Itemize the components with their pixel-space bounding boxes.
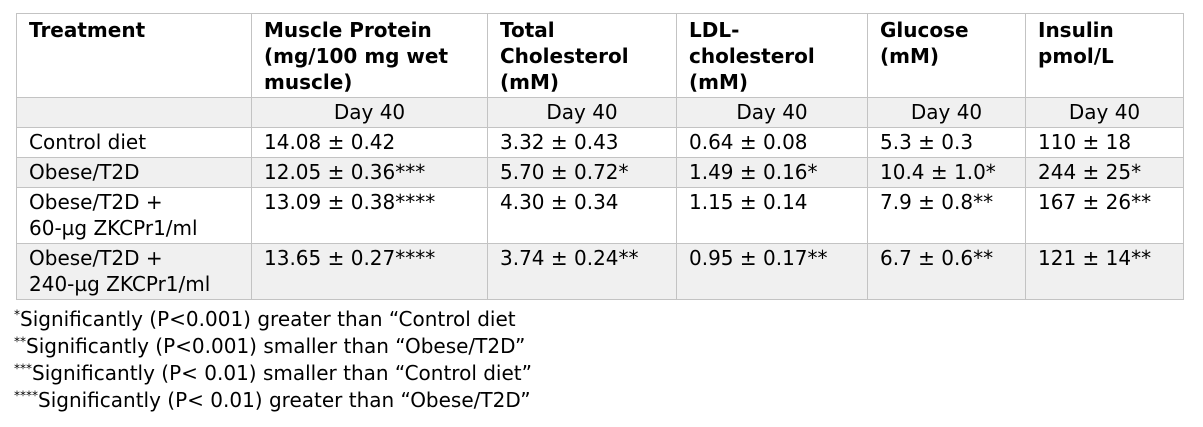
value-cell: 244 ± 25*	[1025, 157, 1184, 188]
footnote-marker: *	[14, 307, 20, 322]
subheader-day-label: Day 40	[1025, 97, 1184, 128]
value-cell: 1.49 ± 0.16*	[676, 157, 868, 188]
footnote-3: ***Significantly (P< 0.01) smaller than …	[14, 360, 532, 387]
footnote-text: Significantly (P< 0.01) greater than “Ob…	[38, 388, 531, 412]
value-cell: 6.7 ± 0.6**	[867, 243, 1026, 300]
value-cell: 14.08 ± 0.42	[251, 127, 488, 158]
subheader-day-label: Day 40	[676, 97, 868, 128]
col-header-treatment: Treatment	[16, 13, 252, 98]
subheader-day-label: Day 40	[251, 97, 488, 128]
row-obese-t2d-240ug: Obese/T2D + 240-µg ZKCPr1/ml 13.65 ± 0.2…	[16, 243, 1184, 300]
col-header-insulin: Insulin pmol/L	[1025, 13, 1184, 98]
treatment-cell: Obese/T2D + 240-µg ZKCPr1/ml	[16, 243, 252, 300]
value-cell: 167 ± 26**	[1025, 187, 1184, 244]
subheader-day-label: Day 40	[487, 97, 677, 128]
subheader-empty-cell	[16, 97, 252, 128]
value-cell: 0.95 ± 0.17**	[676, 243, 868, 300]
value-cell: 13.09 ± 0.38****	[251, 187, 488, 244]
value-cell: 12.05 ± 0.36***	[251, 157, 488, 188]
value-cell: 10.4 ± 1.0*	[867, 157, 1026, 188]
value-cell: 121 ± 14**	[1025, 243, 1184, 300]
footnote-4: ****Significantly (P< 0.01) greater than…	[14, 387, 532, 414]
footnote-marker: ***	[14, 361, 32, 376]
footnote-1: *Significantly (P<0.001) greater than “C…	[14, 306, 532, 333]
value-cell: 0.64 ± 0.08	[676, 127, 868, 158]
col-header-muscle-protein: Muscle Protein (mg/100 mg wet muscle)	[251, 13, 488, 98]
value-cell: 7.9 ± 0.8**	[867, 187, 1026, 244]
value-cell: 3.32 ± 0.43	[487, 127, 677, 158]
value-cell: 5.3 ± 0.3	[867, 127, 1026, 158]
treatment-cell: Control diet	[16, 127, 252, 158]
value-cell: 3.74 ± 0.24**	[487, 243, 677, 300]
value-cell: 5.70 ± 0.72*	[487, 157, 677, 188]
results-table: Treatment Muscle Protein (mg/100 mg wet …	[16, 13, 1184, 300]
footnote-2: **Significantly (P<0.001) smaller than “…	[14, 333, 532, 360]
col-header-total-cholesterol: Total Cholesterol (mM)	[487, 13, 677, 98]
value-cell: 13.65 ± 0.27****	[251, 243, 488, 300]
treatment-cell: Obese/T2D + 60-µg ZKCPr1/ml	[16, 187, 252, 244]
footnotes: *Significantly (P<0.001) greater than “C…	[14, 306, 532, 414]
subheader-day-label: Day 40	[867, 97, 1026, 128]
value-cell: 1.15 ± 0.14	[676, 187, 868, 244]
footnote-text: Significantly (P<0.001) greater than “Co…	[20, 307, 516, 331]
footnote-marker: **	[14, 334, 26, 349]
row-obese-t2d-60ug: Obese/T2D + 60-µg ZKCPr1/ml 13.09 ± 0.38…	[16, 187, 1184, 244]
treatment-cell: Obese/T2D	[16, 157, 252, 188]
col-header-glucose: Glucose (mM)	[867, 13, 1026, 98]
footnote-marker: ****	[14, 388, 38, 403]
row-control-diet: Control diet 14.08 ± 0.42 3.32 ± 0.43 0.…	[16, 127, 1184, 158]
footnote-text: Significantly (P< 0.01) smaller than “Co…	[32, 361, 532, 385]
value-cell: 110 ± 18	[1025, 127, 1184, 158]
footnote-text: Significantly (P<0.001) smaller than “Ob…	[26, 334, 526, 358]
value-cell: 4.30 ± 0.34	[487, 187, 677, 244]
header-row: Treatment Muscle Protein (mg/100 mg wet …	[16, 13, 1184, 98]
col-header-ldl-cholesterol: LDL- cholesterol (mM)	[676, 13, 868, 98]
subheader-row: Day 40 Day 40 Day 40 Day 40 Day 40	[16, 97, 1184, 128]
row-obese-t2d: Obese/T2D 12.05 ± 0.36*** 5.70 ± 0.72* 1…	[16, 157, 1184, 188]
